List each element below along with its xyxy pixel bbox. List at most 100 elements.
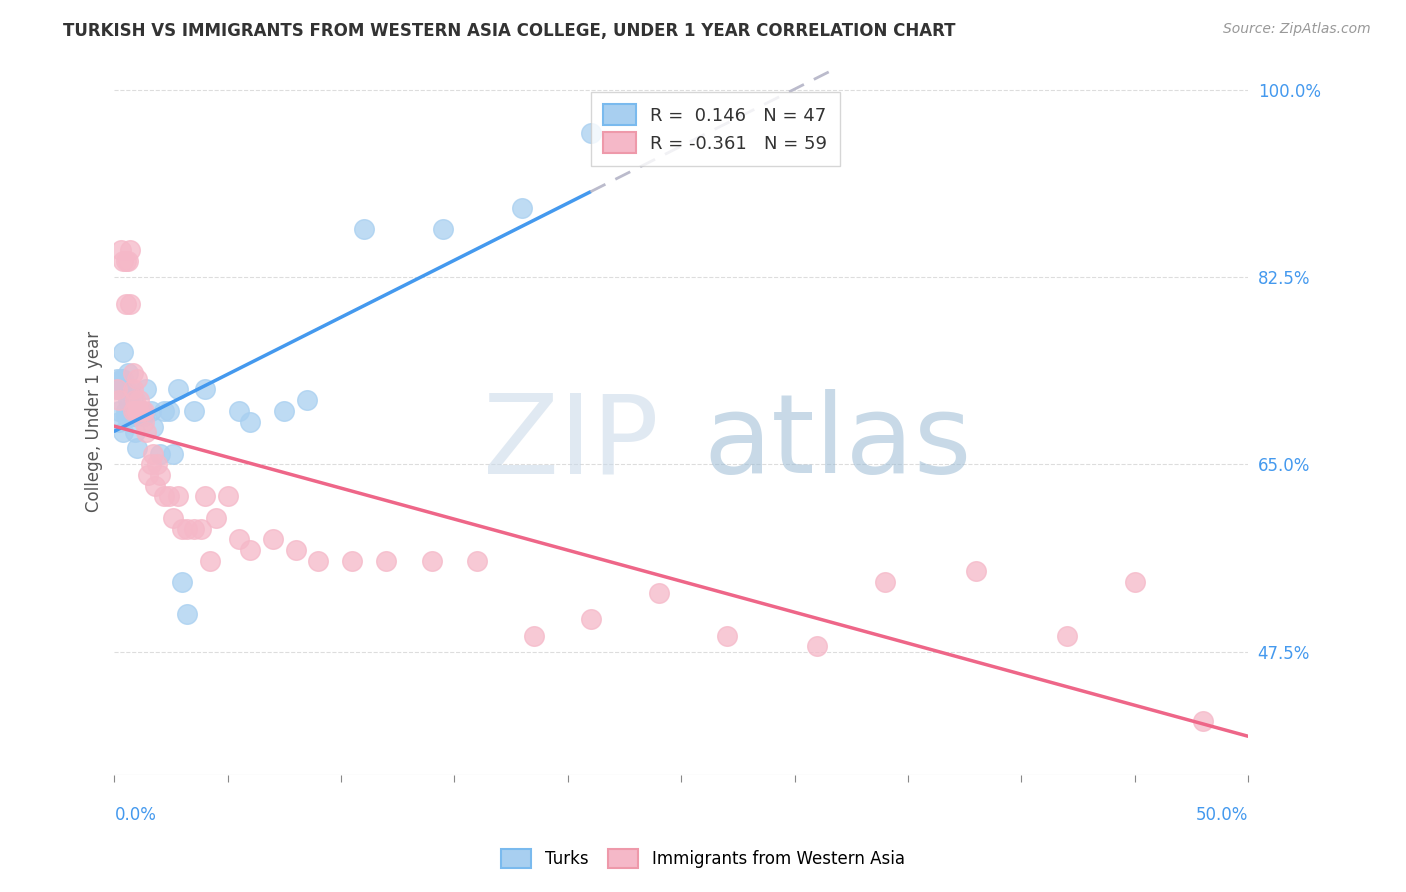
Y-axis label: College, Under 1 year: College, Under 1 year	[86, 331, 103, 512]
Point	[114, 409, 136, 424]
Point	[105, 383, 128, 397]
Point	[135, 383, 157, 397]
Point	[105, 372, 128, 386]
Point	[167, 490, 190, 504]
Point	[114, 297, 136, 311]
Point	[194, 383, 217, 397]
Point	[172, 522, 194, 536]
Point	[121, 393, 143, 408]
Point	[965, 564, 987, 578]
Point	[125, 404, 148, 418]
Point	[125, 442, 148, 456]
Point	[198, 553, 221, 567]
Point	[142, 420, 165, 434]
Point	[262, 533, 284, 547]
Point	[117, 393, 139, 408]
Point	[121, 404, 143, 418]
Text: 50.0%: 50.0%	[1195, 806, 1249, 824]
Point	[139, 404, 162, 418]
Text: Source: ZipAtlas.com: Source: ZipAtlas.com	[1223, 22, 1371, 37]
Point	[1123, 574, 1146, 589]
Point	[131, 404, 153, 418]
Point	[110, 244, 132, 258]
Point	[121, 367, 143, 381]
Point	[132, 415, 155, 429]
Point	[420, 553, 443, 567]
Point	[273, 404, 295, 418]
Text: ZIP: ZIP	[482, 389, 658, 496]
Point	[295, 393, 318, 408]
Text: 0.0%: 0.0%	[114, 806, 156, 824]
Point	[105, 383, 128, 397]
Point	[120, 393, 142, 408]
Point	[375, 553, 398, 567]
Point	[110, 372, 132, 386]
Point	[143, 479, 166, 493]
Point	[132, 404, 155, 418]
Point	[124, 393, 146, 408]
Text: atlas: atlas	[704, 389, 973, 496]
Point	[138, 468, 160, 483]
Point	[117, 254, 139, 268]
Point	[307, 553, 329, 567]
Text: TURKISH VS IMMIGRANTS FROM WESTERN ASIA COLLEGE, UNDER 1 YEAR CORRELATION CHART: TURKISH VS IMMIGRANTS FROM WESTERN ASIA …	[63, 22, 956, 40]
Point	[120, 297, 142, 311]
Point	[114, 254, 136, 268]
Point	[112, 254, 135, 268]
Legend: Turks, Immigrants from Western Asia: Turks, Immigrants from Western Asia	[495, 842, 911, 875]
Legend: R =  0.146   N = 47, R = -0.361   N = 59: R = 0.146 N = 47, R = -0.361 N = 59	[591, 92, 839, 166]
Point	[172, 574, 194, 589]
Point	[162, 447, 184, 461]
Point	[162, 511, 184, 525]
Point	[114, 383, 136, 397]
Point	[153, 404, 176, 418]
Point	[647, 585, 669, 599]
Point	[176, 522, 198, 536]
Point	[157, 404, 180, 418]
Point	[353, 222, 375, 236]
Point	[194, 490, 217, 504]
Point	[142, 447, 165, 461]
Point	[120, 404, 142, 418]
Point	[190, 522, 212, 536]
Point	[176, 607, 198, 621]
Point	[523, 628, 546, 642]
Point	[125, 372, 148, 386]
Point	[579, 126, 602, 140]
Point	[132, 409, 155, 424]
Point	[139, 458, 162, 472]
Point	[128, 404, 150, 418]
Point	[228, 404, 250, 418]
Point	[149, 468, 172, 483]
Point	[114, 404, 136, 418]
Point	[183, 404, 205, 418]
Point	[512, 201, 534, 215]
Point	[239, 415, 262, 429]
Point	[121, 383, 143, 397]
Point	[1191, 714, 1213, 728]
Point	[716, 628, 738, 642]
Point	[157, 490, 180, 504]
Point	[112, 425, 135, 440]
Point	[875, 574, 897, 589]
Point	[110, 383, 132, 397]
Point	[124, 404, 146, 418]
Point	[146, 458, 169, 472]
Point	[108, 393, 131, 408]
Point	[128, 393, 150, 408]
Point	[112, 372, 135, 386]
Point	[108, 415, 131, 429]
Point	[465, 553, 488, 567]
Point	[284, 543, 307, 558]
Point	[579, 612, 602, 626]
Point	[342, 553, 364, 567]
Point	[239, 543, 262, 558]
Point	[131, 404, 153, 418]
Point	[432, 222, 454, 236]
Point	[117, 367, 139, 381]
Point	[121, 409, 143, 424]
Point	[217, 490, 239, 504]
Point	[124, 409, 146, 424]
Point	[153, 490, 176, 504]
Point	[125, 404, 148, 418]
